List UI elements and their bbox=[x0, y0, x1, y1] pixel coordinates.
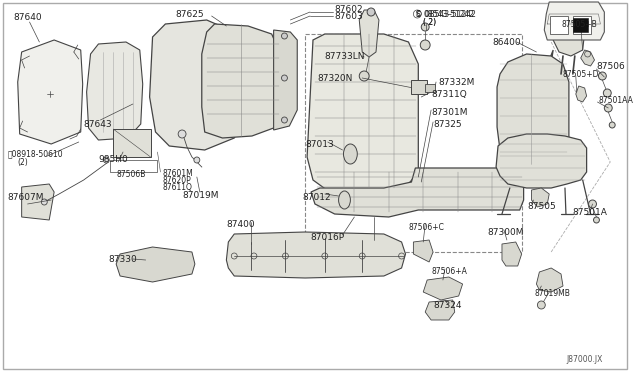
Bar bbox=[550, 16, 568, 34]
Bar bbox=[110, 160, 157, 172]
Circle shape bbox=[589, 200, 596, 208]
Circle shape bbox=[421, 23, 429, 31]
Text: 87300M: 87300M bbox=[487, 228, 524, 237]
Text: © 08543-51242: © 08543-51242 bbox=[415, 10, 476, 19]
Polygon shape bbox=[544, 2, 604, 40]
Bar bbox=[113, 129, 150, 157]
Text: 87506+A: 87506+A bbox=[431, 267, 467, 276]
Text: 87013: 87013 bbox=[305, 140, 334, 148]
Text: 87506+C: 87506+C bbox=[408, 222, 444, 231]
Polygon shape bbox=[413, 240, 433, 262]
Circle shape bbox=[598, 72, 606, 80]
Text: 87325: 87325 bbox=[433, 119, 461, 128]
Polygon shape bbox=[227, 232, 406, 278]
Text: 87501A: 87501A bbox=[573, 208, 608, 217]
Text: 87501AA: 87501AA bbox=[598, 96, 634, 105]
Polygon shape bbox=[202, 24, 282, 138]
Text: 87506B: 87506B bbox=[116, 170, 145, 179]
Text: 87311Q: 87311Q bbox=[431, 90, 467, 99]
Polygon shape bbox=[22, 184, 54, 220]
Polygon shape bbox=[531, 188, 549, 207]
Text: 87505: 87505 bbox=[527, 202, 556, 211]
Polygon shape bbox=[502, 242, 522, 266]
Text: ( 2): ( 2) bbox=[423, 17, 436, 26]
Polygon shape bbox=[580, 50, 595, 66]
Text: 87301M: 87301M bbox=[431, 108, 468, 116]
Text: 87625: 87625 bbox=[175, 10, 204, 19]
Polygon shape bbox=[504, 50, 557, 162]
Text: 87505+D: 87505+D bbox=[563, 70, 600, 78]
Text: 87506: 87506 bbox=[596, 61, 625, 71]
Polygon shape bbox=[18, 40, 83, 144]
Circle shape bbox=[282, 117, 287, 123]
Text: 87643: 87643 bbox=[84, 119, 112, 128]
Circle shape bbox=[538, 301, 545, 309]
Text: 985H0: 985H0 bbox=[99, 154, 128, 164]
Polygon shape bbox=[307, 34, 419, 190]
Circle shape bbox=[359, 71, 369, 81]
Text: S: S bbox=[415, 10, 420, 19]
Polygon shape bbox=[497, 54, 569, 166]
Circle shape bbox=[420, 40, 430, 50]
Text: 87640: 87640 bbox=[14, 13, 42, 22]
Text: 87019M: 87019M bbox=[182, 190, 219, 199]
Circle shape bbox=[282, 33, 287, 39]
Polygon shape bbox=[116, 247, 195, 282]
Text: 87611Q: 87611Q bbox=[163, 183, 192, 192]
Text: (2): (2) bbox=[18, 157, 28, 167]
Polygon shape bbox=[425, 300, 455, 320]
Text: 86400: 86400 bbox=[492, 38, 521, 46]
Polygon shape bbox=[150, 20, 244, 150]
Text: 87601M: 87601M bbox=[163, 169, 193, 177]
Text: 87012: 87012 bbox=[302, 192, 331, 202]
Text: 08543-51242: 08543-51242 bbox=[423, 10, 474, 19]
Circle shape bbox=[178, 130, 186, 138]
Text: 87330: 87330 bbox=[108, 256, 137, 264]
Polygon shape bbox=[311, 168, 524, 217]
Text: ⓝ08918-50610: ⓝ08918-50610 bbox=[8, 150, 63, 158]
Text: 87332M: 87332M bbox=[438, 77, 474, 87]
Circle shape bbox=[604, 104, 612, 112]
Circle shape bbox=[103, 157, 109, 163]
Text: 87733LN: 87733LN bbox=[325, 51, 365, 61]
Text: 87602: 87602 bbox=[335, 4, 364, 13]
Polygon shape bbox=[549, 12, 585, 56]
Polygon shape bbox=[274, 30, 297, 130]
Polygon shape bbox=[423, 277, 463, 300]
Text: ( 2): ( 2) bbox=[423, 17, 436, 26]
Circle shape bbox=[367, 8, 375, 16]
Bar bbox=[573, 16, 591, 34]
Text: 87620P: 87620P bbox=[163, 176, 191, 185]
Bar bbox=[573, 18, 588, 32]
Circle shape bbox=[282, 75, 287, 81]
Bar bbox=[412, 80, 427, 94]
Circle shape bbox=[194, 157, 200, 163]
Ellipse shape bbox=[339, 191, 350, 209]
Text: 87019MB: 87019MB bbox=[534, 289, 570, 298]
Polygon shape bbox=[359, 10, 379, 57]
Text: 87324: 87324 bbox=[433, 301, 461, 311]
Circle shape bbox=[593, 217, 600, 223]
Polygon shape bbox=[536, 268, 563, 292]
Bar bbox=[425, 84, 435, 92]
Text: 87603: 87603 bbox=[335, 12, 364, 20]
Text: 87607M: 87607M bbox=[8, 192, 44, 202]
Text: 87505+B: 87505+B bbox=[561, 19, 596, 29]
Text: J87000.JX: J87000.JX bbox=[566, 356, 602, 365]
Polygon shape bbox=[576, 86, 587, 102]
Polygon shape bbox=[86, 42, 143, 140]
Text: 87400: 87400 bbox=[227, 219, 255, 228]
Ellipse shape bbox=[344, 144, 357, 164]
Text: 87320N: 87320N bbox=[317, 74, 352, 83]
Circle shape bbox=[609, 122, 615, 128]
Polygon shape bbox=[496, 134, 587, 188]
Circle shape bbox=[604, 89, 611, 97]
Circle shape bbox=[42, 199, 47, 205]
Text: 87016P: 87016P bbox=[310, 232, 344, 241]
Bar bbox=[305, 34, 522, 252]
